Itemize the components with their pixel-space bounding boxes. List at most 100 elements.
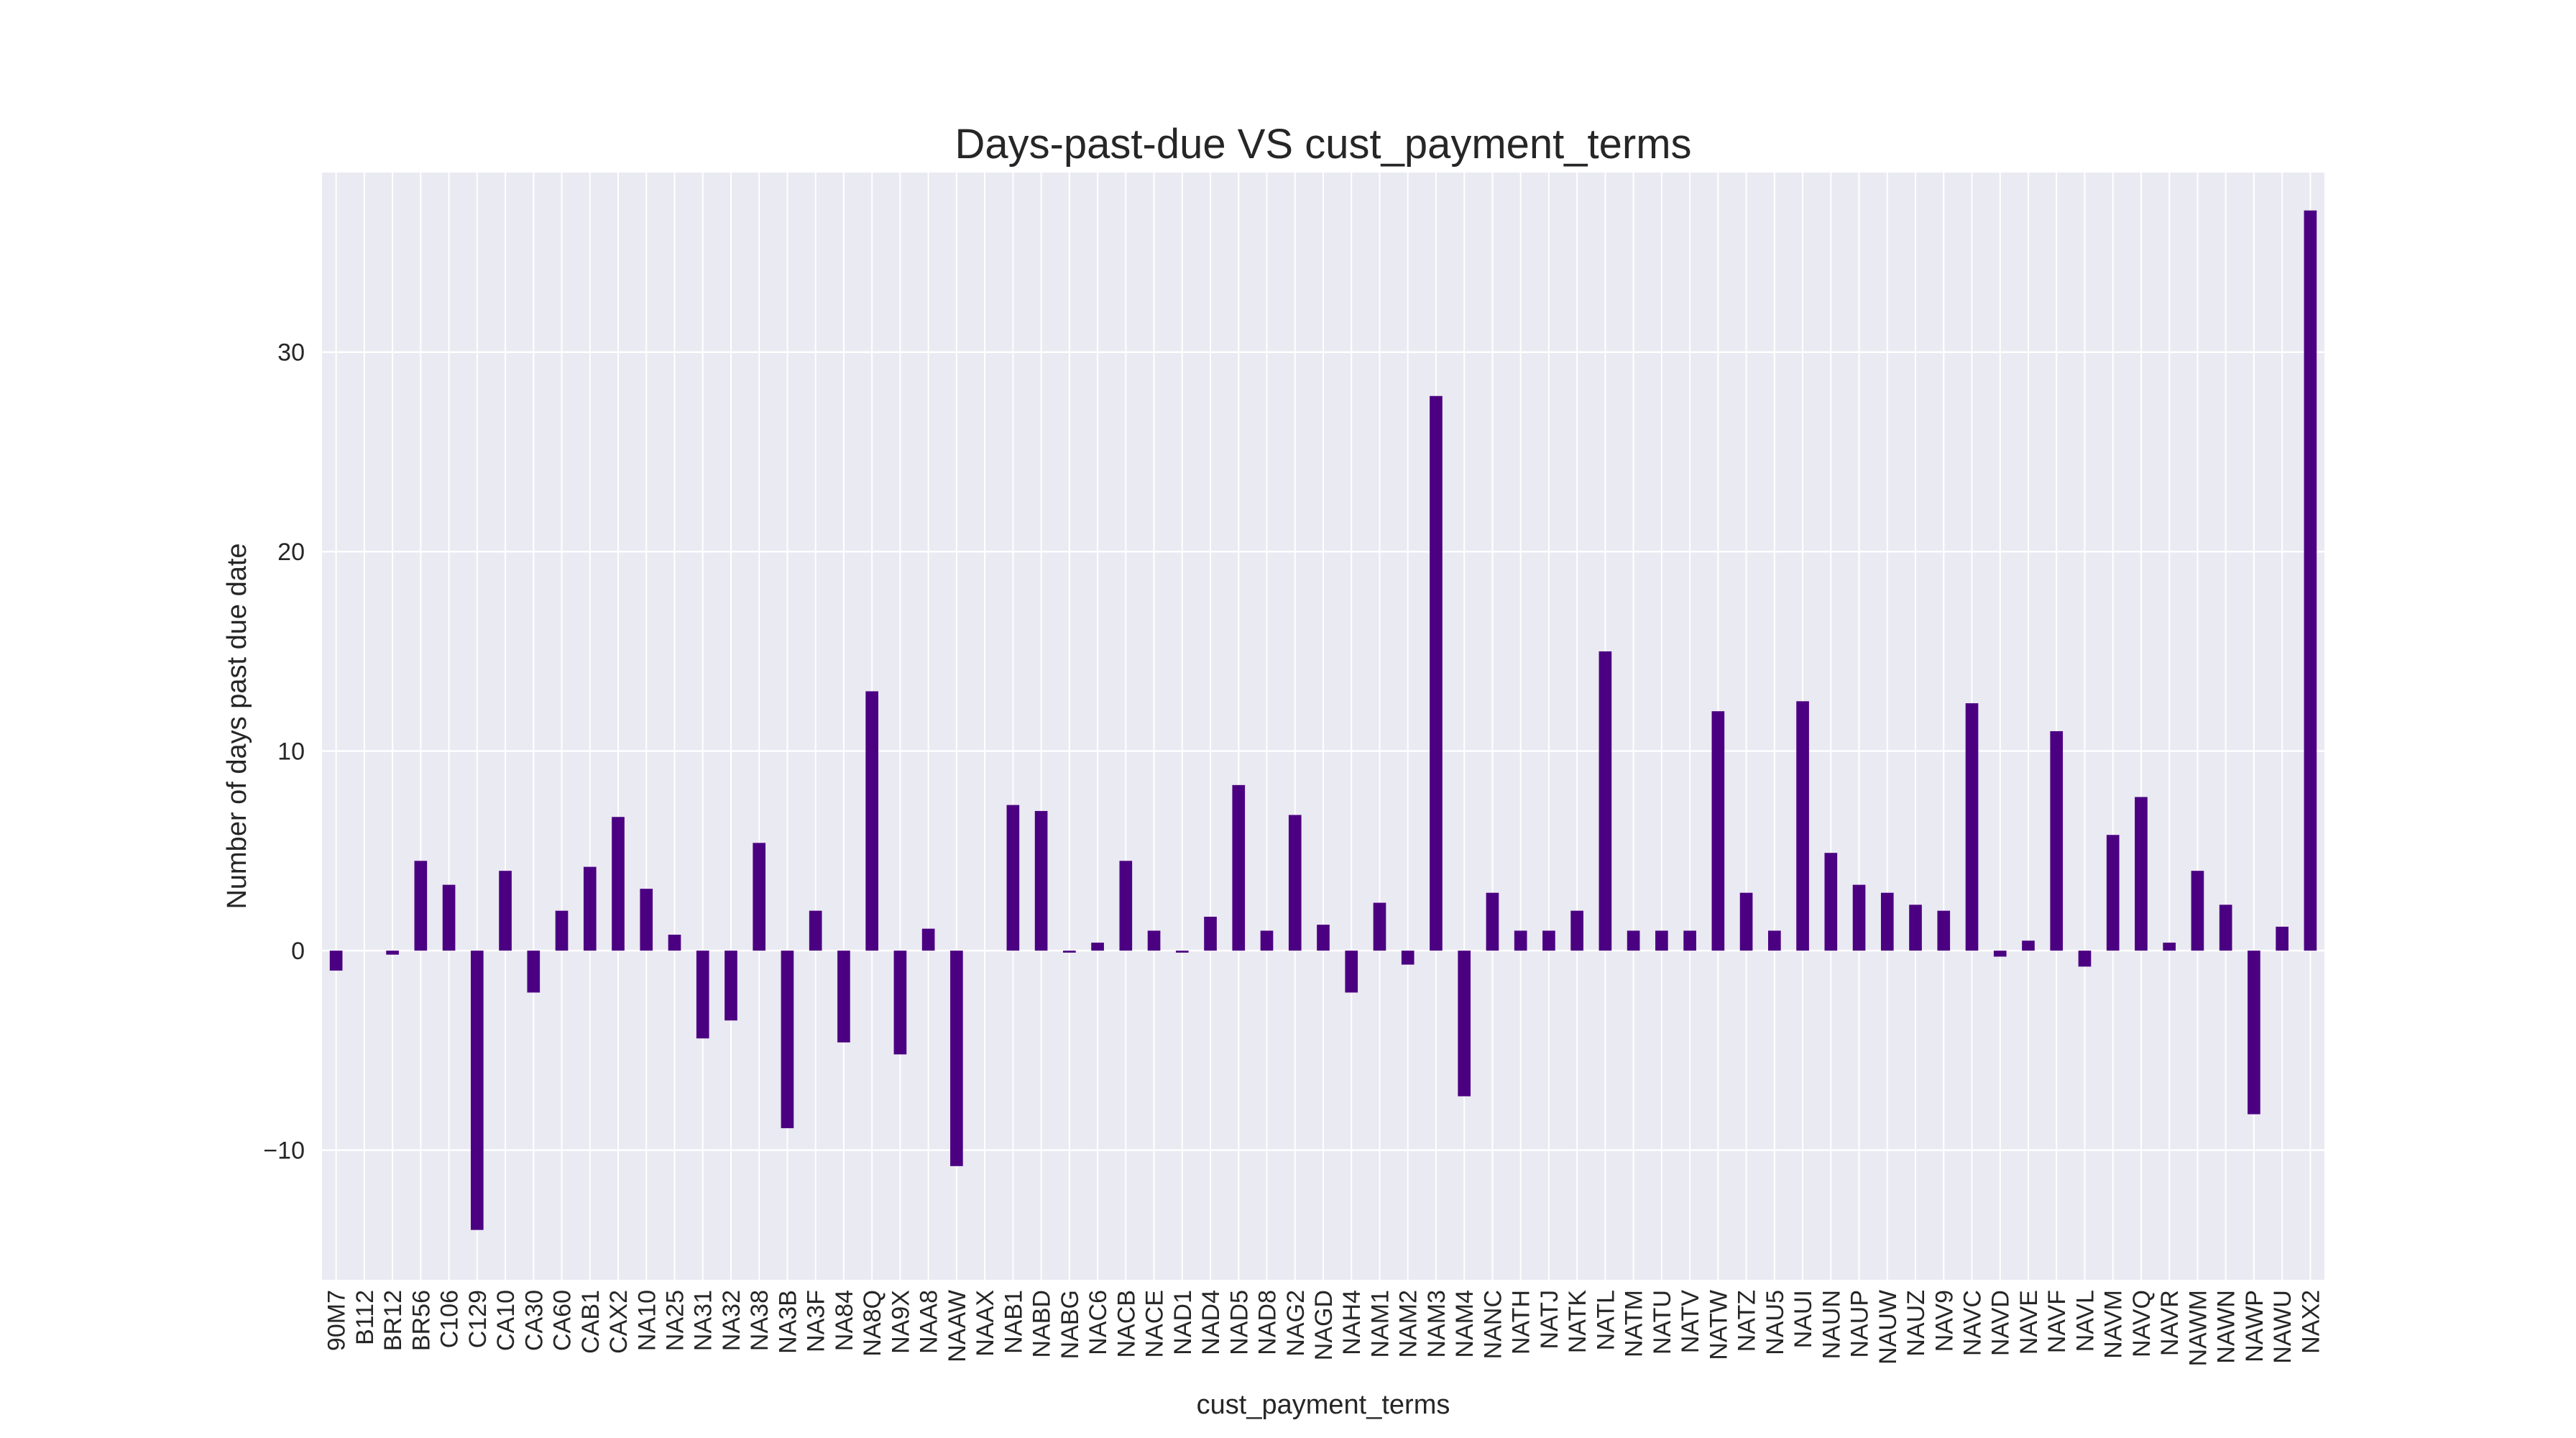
x-tick-label: CAB1	[577, 1290, 604, 1354]
x-tick-label: NAVM	[2100, 1290, 2128, 1359]
bar-nab1	[1006, 805, 1020, 951]
y-tick-label: 10	[277, 738, 305, 766]
x-tick-label: NAUN	[1818, 1290, 1845, 1359]
x-tick-label: NANC	[1479, 1290, 1506, 1359]
x-tick-label: NAWU	[2269, 1290, 2296, 1364]
bar-nave	[2022, 940, 2035, 951]
bar-na3b	[781, 951, 794, 1129]
x-tick-label: NAH4	[1338, 1290, 1366, 1355]
x-tick-label: NATJ	[1536, 1290, 1563, 1349]
bar-na84	[837, 951, 850, 1043]
bar-nawm	[2191, 871, 2204, 951]
x-tick-label: NA9X	[887, 1290, 914, 1354]
bar-na32	[724, 951, 737, 1021]
x-tick-label: C106	[436, 1290, 464, 1348]
bar-na3f	[809, 910, 822, 951]
bar-nad4	[1204, 916, 1217, 951]
bar-nawp	[2248, 951, 2260, 1114]
x-tick-label: CA10	[492, 1290, 520, 1351]
bar-nabd	[1034, 810, 1048, 951]
x-tick-label: CAX2	[605, 1290, 632, 1354]
chart-title: Days-past-due VS cust_payment_terms	[954, 121, 1691, 168]
bar-ca30	[527, 951, 540, 993]
x-tick-label: NA25	[661, 1290, 689, 1351]
bar-nad1	[1175, 951, 1189, 953]
x-tick-label: BR56	[408, 1290, 435, 1351]
bar-natu	[1655, 930, 1668, 951]
x-tick-label: NA84	[831, 1290, 858, 1351]
x-tick-label: NAVL	[2071, 1290, 2099, 1352]
bar-cab1	[583, 866, 597, 951]
x-tick-label: NAUW	[1874, 1290, 1902, 1365]
bar-ca60	[555, 910, 569, 951]
x-tick-label: NAWN	[2213, 1290, 2240, 1364]
bar-navm	[2106, 835, 2120, 951]
bar-navq	[2135, 797, 2148, 951]
y-gridlines	[322, 351, 2324, 1151]
x-tick-label: NAGD	[1310, 1290, 1338, 1360]
bar-na25	[668, 934, 681, 951]
x-tick-label: NAX2	[2297, 1290, 2324, 1354]
bar-naun	[1824, 853, 1838, 951]
x-tick-label: C129	[464, 1290, 492, 1348]
x-tick-label: NAVQ	[2128, 1290, 2156, 1357]
x-tick-label: NA8Q	[859, 1290, 886, 1357]
x-tick-label: NAVR	[2156, 1290, 2184, 1356]
bar-navd	[1993, 951, 2007, 957]
bar-navf	[2050, 731, 2064, 951]
x-tick-label: NAWP	[2241, 1290, 2268, 1363]
bar-naa8	[921, 928, 935, 951]
x-tick-label: NA32	[718, 1290, 745, 1351]
x-tick-label: NA38	[746, 1290, 773, 1351]
x-tick-label: NAUZ	[1903, 1290, 1930, 1357]
bar-nawn	[2219, 905, 2232, 951]
bar-naup	[1852, 884, 1866, 951]
x-tick-label: NAD5	[1225, 1290, 1253, 1355]
bar-nawu	[2276, 926, 2288, 951]
y-tick-label: −10	[263, 1137, 305, 1165]
bar-na38	[753, 843, 766, 951]
bar-br56	[414, 861, 428, 951]
bar-nabg	[1063, 951, 1076, 953]
bar-cax2	[612, 817, 625, 951]
x-tick-label: NAVD	[1987, 1290, 2015, 1356]
bar-nav9	[1937, 910, 1951, 951]
x-tick-label: NATU	[1649, 1290, 1676, 1355]
bar-navr	[2163, 943, 2176, 951]
bar-navl	[2078, 951, 2092, 967]
bar-br12	[386, 951, 399, 955]
x-tick-label: NAM2	[1395, 1290, 1422, 1357]
bar-natl	[1598, 651, 1612, 951]
x-tick-label: 90M7	[323, 1290, 351, 1351]
x-tick-label: NAC6	[1085, 1290, 1112, 1355]
x-gridlines	[335, 173, 2312, 1280]
bar-natv	[1683, 930, 1696, 951]
bar-natk	[1570, 910, 1583, 951]
bar-nax2	[2304, 210, 2317, 951]
x-tick-label: NABG	[1057, 1290, 1084, 1359]
bar-na8q	[865, 691, 878, 951]
x-tick-label: NATM	[1621, 1290, 1648, 1357]
bar-na10	[640, 889, 653, 951]
x-tick-label: CA30	[520, 1290, 548, 1351]
y-axis-title: Number of days past due date	[222, 543, 252, 909]
x-tick-label: NABD	[1029, 1290, 1056, 1357]
x-tick-label: NATK	[1564, 1290, 1591, 1353]
x-tick-label: NACE	[1141, 1290, 1169, 1357]
bar-c129	[470, 951, 484, 1230]
x-tick-label: B112	[351, 1290, 379, 1345]
bar-nagd	[1317, 925, 1330, 951]
bar-nanc	[1486, 892, 1499, 951]
y-tick-label: 30	[277, 339, 305, 367]
bar-nauw	[1880, 892, 1894, 951]
x-tick-label: BR12	[380, 1290, 407, 1351]
bar-nam4	[1458, 951, 1471, 1096]
x-tick-label: NAAX	[972, 1290, 999, 1357]
x-tick-label: NAB1	[1000, 1290, 1027, 1354]
x-tick-label: NA3B	[774, 1290, 801, 1354]
x-tick-label: NAVF	[2043, 1290, 2071, 1353]
bar-ca10	[499, 871, 512, 951]
y-tick-labels: −10 0 10 20 30	[263, 339, 305, 1165]
bars	[329, 210, 2317, 1230]
